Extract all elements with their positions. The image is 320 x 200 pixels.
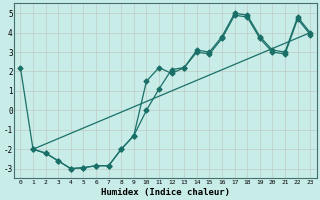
X-axis label: Humidex (Indice chaleur): Humidex (Indice chaleur)	[101, 188, 230, 197]
